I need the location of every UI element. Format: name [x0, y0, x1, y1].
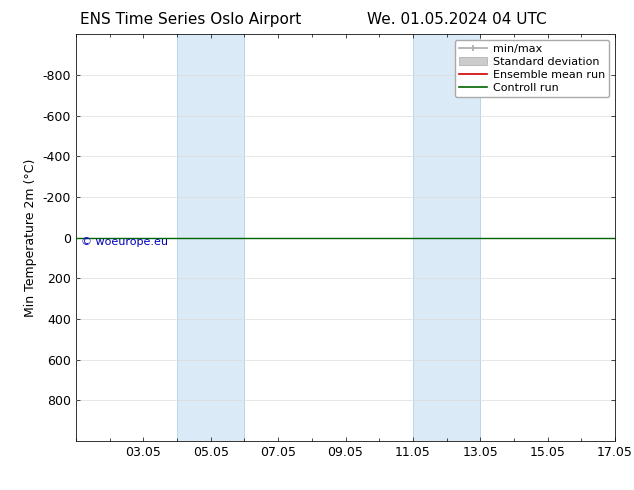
- Text: © woeurope.eu: © woeurope.eu: [81, 237, 169, 247]
- Text: ENS Time Series Oslo Airport: ENS Time Series Oslo Airport: [80, 12, 301, 27]
- Y-axis label: Min Temperature 2m (°C): Min Temperature 2m (°C): [24, 158, 37, 317]
- Bar: [413, 34, 481, 441]
- Legend: min/max, Standard deviation, Ensemble mean run, Controll run: min/max, Standard deviation, Ensemble me…: [455, 40, 609, 97]
- Bar: [177, 34, 245, 441]
- Text: We. 01.05.2024 04 UTC: We. 01.05.2024 04 UTC: [366, 12, 547, 27]
